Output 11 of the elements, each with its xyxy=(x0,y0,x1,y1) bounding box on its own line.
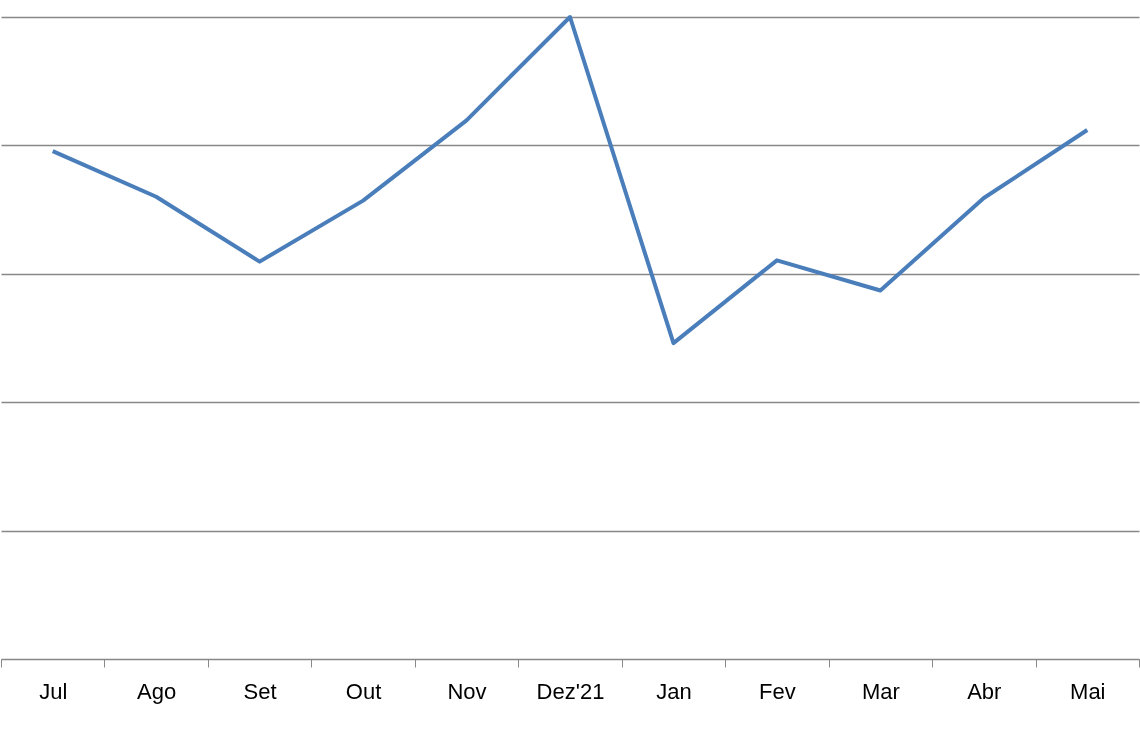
x-tick-label: Jul xyxy=(39,678,68,704)
x-tick-label: Fev xyxy=(759,678,796,704)
x-tick-label: Mar xyxy=(861,678,900,704)
x-tick-label: Mai xyxy=(1070,678,1106,704)
x-tick-label: Dez'21 xyxy=(536,678,605,704)
x-tick-label: Nov xyxy=(447,678,487,704)
x-tick-label: Jan xyxy=(656,678,692,704)
x-tick-label: Out xyxy=(345,678,382,704)
x-tick-label: Set xyxy=(243,678,277,704)
x-tick-label: Ago xyxy=(137,678,177,704)
x-tick-label: Abr xyxy=(967,678,1002,704)
